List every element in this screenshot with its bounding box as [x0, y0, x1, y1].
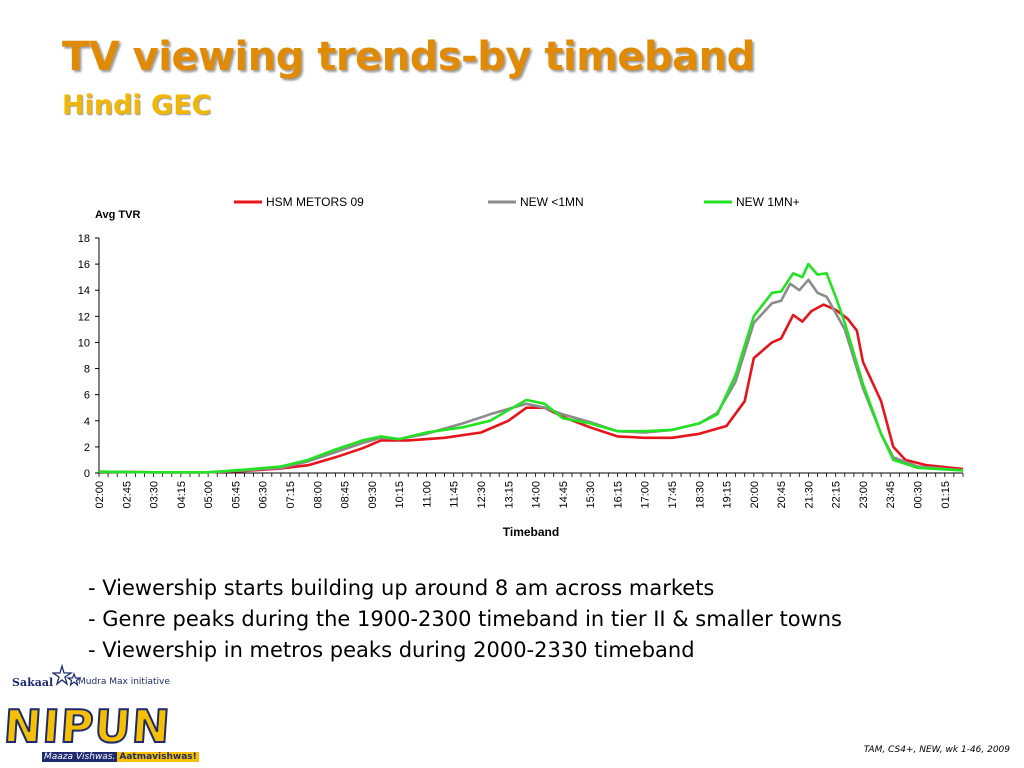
x-tick-label: 15:30: [585, 481, 597, 509]
x-tick-label: 14:45: [558, 481, 570, 509]
y-axis-label: Avg TVR: [95, 209, 140, 221]
x-tick-label: 07:15: [285, 481, 297, 509]
x-tick-label: 23:00: [858, 481, 870, 509]
source-note: TAM, CS4+, NEW, wk 1-46, 2009: [863, 745, 1010, 755]
x-tick-label: 11:45: [449, 481, 461, 508]
y-tick-label: 14: [78, 285, 90, 297]
nipun-logo: Sakaal Mudra Max initiative NIPUN Maaza …: [0, 660, 200, 768]
x-tick-label: 17:00: [640, 481, 652, 509]
x-tick-label: 02:00: [94, 481, 106, 509]
x-tick-label: 09:30: [367, 481, 379, 509]
x-tick-label: 05:00: [203, 481, 215, 509]
x-tick-label: 11:00: [421, 481, 433, 508]
x-tick-label: 20:00: [749, 481, 761, 509]
x-tick-label: 08:00: [312, 481, 324, 509]
y-tick-label: 18: [78, 233, 90, 245]
mudra-initiative-text: Mudra Max initiative: [78, 677, 170, 687]
x-tick-label: 04:15: [176, 481, 188, 509]
x-tick-label: 16:15: [612, 481, 624, 509]
y-tick-label: 4: [84, 416, 90, 428]
x-tick-label: 12:30: [476, 481, 488, 509]
chart-series: [98, 262, 964, 474]
logo-tagline: Maaza Vishwas. Aatmavishwas!: [42, 752, 199, 762]
x-tick-label: 20:45: [776, 481, 788, 509]
series-line-new-1mn: [98, 262, 964, 474]
x-tick-label: 17:45: [667, 481, 679, 509]
y-tick-label: 2: [84, 442, 90, 454]
x-tick-label: 05:45: [230, 481, 242, 509]
x-tick-label: 02:45: [121, 481, 133, 509]
chart-legend: HSM METORS 09 NEW <1MN NEW 1MN+: [234, 195, 800, 209]
legend-label: HSM METORS 09: [266, 195, 364, 209]
insight-item: - Viewership in metros peaks during 2000…: [88, 638, 695, 662]
series-line-new-1mn: [98, 278, 964, 474]
legend-label: NEW <1MN: [520, 195, 584, 209]
insight-item: - Genre peaks during the 1900-2300 timeb…: [88, 607, 842, 631]
nipun-wordmark: NIPUN: [1, 699, 173, 754]
slide-title: TV viewing trends-by timeband: [62, 34, 755, 80]
x-axis-label: Timeband: [503, 525, 559, 539]
x-tick-label: 01:15: [940, 481, 952, 509]
x-tick-label: 18:30: [694, 481, 706, 509]
slide-subtitle: Hindi GEC: [62, 90, 212, 121]
x-tick-label: 22:15: [831, 481, 843, 509]
x-tick-label: 13:15: [503, 481, 515, 509]
insight-item: - Viewership starts building up around 8…: [88, 576, 715, 600]
y-tick-label: 16: [78, 259, 90, 271]
y-tick-label: 6: [84, 390, 90, 402]
x-tick-label: 21:30: [803, 481, 815, 509]
insights-list: - Viewership starts building up around 8…: [88, 573, 842, 666]
y-axis: 0 2 4 6 8 10 12 14 16 18: [78, 233, 100, 480]
sakaal-brand: Sakaal: [12, 676, 54, 689]
y-tick-label: 0: [84, 468, 90, 480]
series-line-hsm-metors-09: [98, 303, 964, 474]
tvr-line-chart: HSM METORS 09 NEW <1MN NEW 1MN+ Avg TVR 02…: [78, 195, 964, 539]
legend-label: NEW 1MN+: [736, 195, 800, 209]
x-tick-label: 10:15: [394, 481, 406, 509]
x-tick-label: 06:30: [258, 481, 270, 509]
stars-icon: [52, 664, 82, 687]
x-axis: 02:00 02:45 03:30 04:15 05:00 05:45 06:30 07:15…: [94, 472, 964, 509]
tagline-part-2: Aatmavishwas!: [117, 752, 199, 762]
y-tick-label: 10: [78, 337, 90, 349]
x-tick-label: 23:45: [885, 481, 897, 509]
y-tick-label: 12: [78, 311, 90, 323]
x-tick-label: 14:00: [531, 481, 543, 509]
x-tick-label: 19:15: [722, 481, 734, 509]
x-tick-label: 00:30: [913, 481, 925, 509]
y-tick-label: 8: [84, 364, 90, 376]
x-tick-label: 08:45: [340, 481, 352, 509]
tagline-part-1: Maaza Vishwas.: [42, 752, 118, 762]
x-tick-label: 03:30: [149, 481, 161, 509]
